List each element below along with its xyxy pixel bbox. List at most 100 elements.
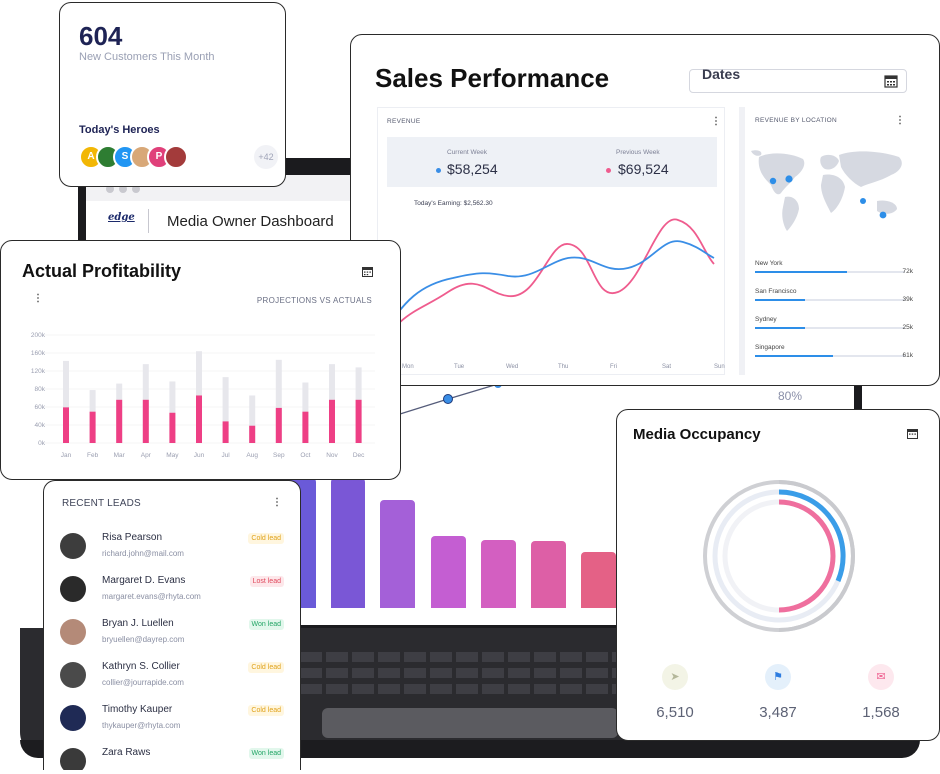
profit-menu-icon[interactable]: ⋮ xyxy=(33,293,43,304)
projection-bar[interactable] xyxy=(222,377,229,443)
lead-avatar xyxy=(60,705,86,731)
actual-bar[interactable] xyxy=(196,395,202,443)
media-occupancy-title: Media Occupancy xyxy=(633,426,761,443)
actual-bar[interactable] xyxy=(329,399,335,443)
projection-bar[interactable] xyxy=(249,395,256,443)
actual-profitability-card: Actual Profitability ⋮ PROJECTIONS VS AC… xyxy=(0,240,401,480)
actual-bar[interactable] xyxy=(302,411,309,443)
projection-bar[interactable] xyxy=(169,381,176,443)
actual-bar[interactable] xyxy=(355,399,362,443)
lead-status-badge: Won lead xyxy=(248,619,284,630)
new-customers-label: New Customers This Month xyxy=(79,51,215,63)
x-tick-label: Mar xyxy=(114,452,126,459)
occupancy-stat-value: 1,568 xyxy=(862,704,900,721)
city-name: Sydney xyxy=(755,316,777,323)
actual-bar[interactable] xyxy=(222,421,229,443)
background-bar xyxy=(581,552,616,608)
day-tick-label: Wed xyxy=(506,364,518,370)
occupancy-donut-chart xyxy=(703,480,855,632)
city-name: San Francisco xyxy=(755,288,797,295)
actual-bar[interactable] xyxy=(249,425,256,443)
lead-status-badge: Lost lead xyxy=(249,576,284,587)
occupancy-stat-value: 3,487 xyxy=(759,704,797,721)
calendar-icon[interactable] xyxy=(907,428,918,439)
location-menu-icon[interactable]: ⋮ xyxy=(895,115,905,126)
city-progress-fill xyxy=(755,271,848,273)
dates-picker[interactable]: Dates xyxy=(689,66,907,93)
lead-status-badge: Cold lead xyxy=(248,662,284,673)
calendar-icon[interactable] xyxy=(884,74,898,88)
previous-week-dot xyxy=(606,168,611,173)
projection-bar[interactable] xyxy=(63,360,69,443)
sales-performance-title: Sales Performance xyxy=(375,63,610,93)
y-tick-label: 80k xyxy=(35,386,46,393)
projection-bar[interactable] xyxy=(275,359,282,443)
x-tick-label: Oct xyxy=(300,452,310,459)
day-tick-label: Sat xyxy=(662,364,671,370)
lead-name: Timothy Kauper xyxy=(102,704,173,715)
lead-name: Kathryn S. Collier xyxy=(102,661,180,672)
hero-avatar[interactable] xyxy=(164,145,188,169)
lead-name: Margaret D. Evans xyxy=(102,575,186,586)
lead-row[interactable]: Risa Pearson richard.john@mail.com Cold le… xyxy=(60,531,288,571)
leads-menu-icon[interactable]: ⋮ xyxy=(272,497,282,508)
actual-bar[interactable] xyxy=(275,407,282,443)
revenue-menu-icon[interactable]: ⋮ xyxy=(711,116,721,127)
x-tick-label: Feb xyxy=(87,452,99,459)
sales-performance-card: Sales Performance Dates REVENUE ⋮ Curren… xyxy=(350,34,940,386)
occupancy-stat-value: 6,510 xyxy=(656,704,694,721)
x-tick-label: Dec xyxy=(353,452,365,459)
city-value: 39k xyxy=(902,296,913,303)
world-map xyxy=(751,150,902,231)
actual-profitability-title: Actual Profitability xyxy=(22,261,182,281)
trackpad xyxy=(322,708,618,738)
key-row xyxy=(300,668,620,678)
city-value: 72k xyxy=(902,268,913,275)
lead-status-badge: Cold lead xyxy=(248,533,284,544)
calendar-icon[interactable] xyxy=(362,266,373,277)
current-week-label: Current Week xyxy=(447,149,487,156)
lead-email: margaret.evans@rhyta.com xyxy=(102,592,201,601)
city-progress-track xyxy=(755,271,905,273)
y-tick-label: 120k xyxy=(31,368,46,375)
background-bar xyxy=(481,540,516,608)
revenue-heading: REVENUE xyxy=(387,118,421,125)
lead-avatar xyxy=(60,576,86,602)
current-week-value: $58,254 xyxy=(447,161,498,177)
dates-label: Dates xyxy=(702,66,741,82)
city-name: New York xyxy=(755,260,783,267)
window-dot xyxy=(132,185,140,193)
more-heroes-count[interactable]: +42 xyxy=(254,145,278,169)
background-bar xyxy=(431,536,466,608)
y-tick-label: 40k xyxy=(35,422,46,429)
lead-row[interactable]: Timothy Kauper thykauper@rhyta.com Cold le… xyxy=(60,703,288,743)
actual-bar[interactable] xyxy=(142,399,149,443)
city-progress-track xyxy=(755,327,905,329)
new-customers-value: 604 xyxy=(79,21,123,51)
lead-name: Risa Pearson xyxy=(102,532,163,543)
brand-logo[interactable]: edge xyxy=(108,212,135,223)
current-week-dot xyxy=(436,168,441,173)
y-tick-label: 60k xyxy=(35,404,46,411)
x-tick-label: Sep xyxy=(273,452,285,459)
recent-leads-card: RECENT LEADS ⋮ Risa Pearson richard.john@… xyxy=(43,480,301,770)
lead-row[interactable]: Bryan J. Luellen bryuellen@dayrep.com Won … xyxy=(60,617,288,657)
lead-row[interactable]: Zara Raws Won lead xyxy=(60,746,288,770)
lead-row[interactable]: Margaret D. Evans margaret.evans@rhyta.co… xyxy=(60,574,288,614)
actual-bar[interactable] xyxy=(89,411,96,443)
x-tick-label: Jun xyxy=(194,452,205,459)
day-tick-label: Tue xyxy=(454,364,465,370)
occupancy-percent-label: 80% xyxy=(778,389,803,403)
lead-row[interactable]: Kathryn S. Collier collier@jourrapide.com… xyxy=(60,660,288,700)
actual-bar[interactable] xyxy=(63,407,69,443)
actual-bar[interactable] xyxy=(116,399,123,443)
day-tick-label: Thu xyxy=(558,364,568,370)
revenue-line-chart: Mon Tue Wed Thu Fri Sat Sun xyxy=(378,218,725,370)
key-row xyxy=(300,652,620,662)
x-tick-label: May xyxy=(166,452,179,459)
previous-week-label: Previous Week xyxy=(616,149,660,156)
actual-bar[interactable] xyxy=(169,412,176,443)
background-bar xyxy=(331,478,365,608)
day-tick-label: Fri xyxy=(610,364,617,370)
lead-status-badge: Won lead xyxy=(248,748,284,759)
